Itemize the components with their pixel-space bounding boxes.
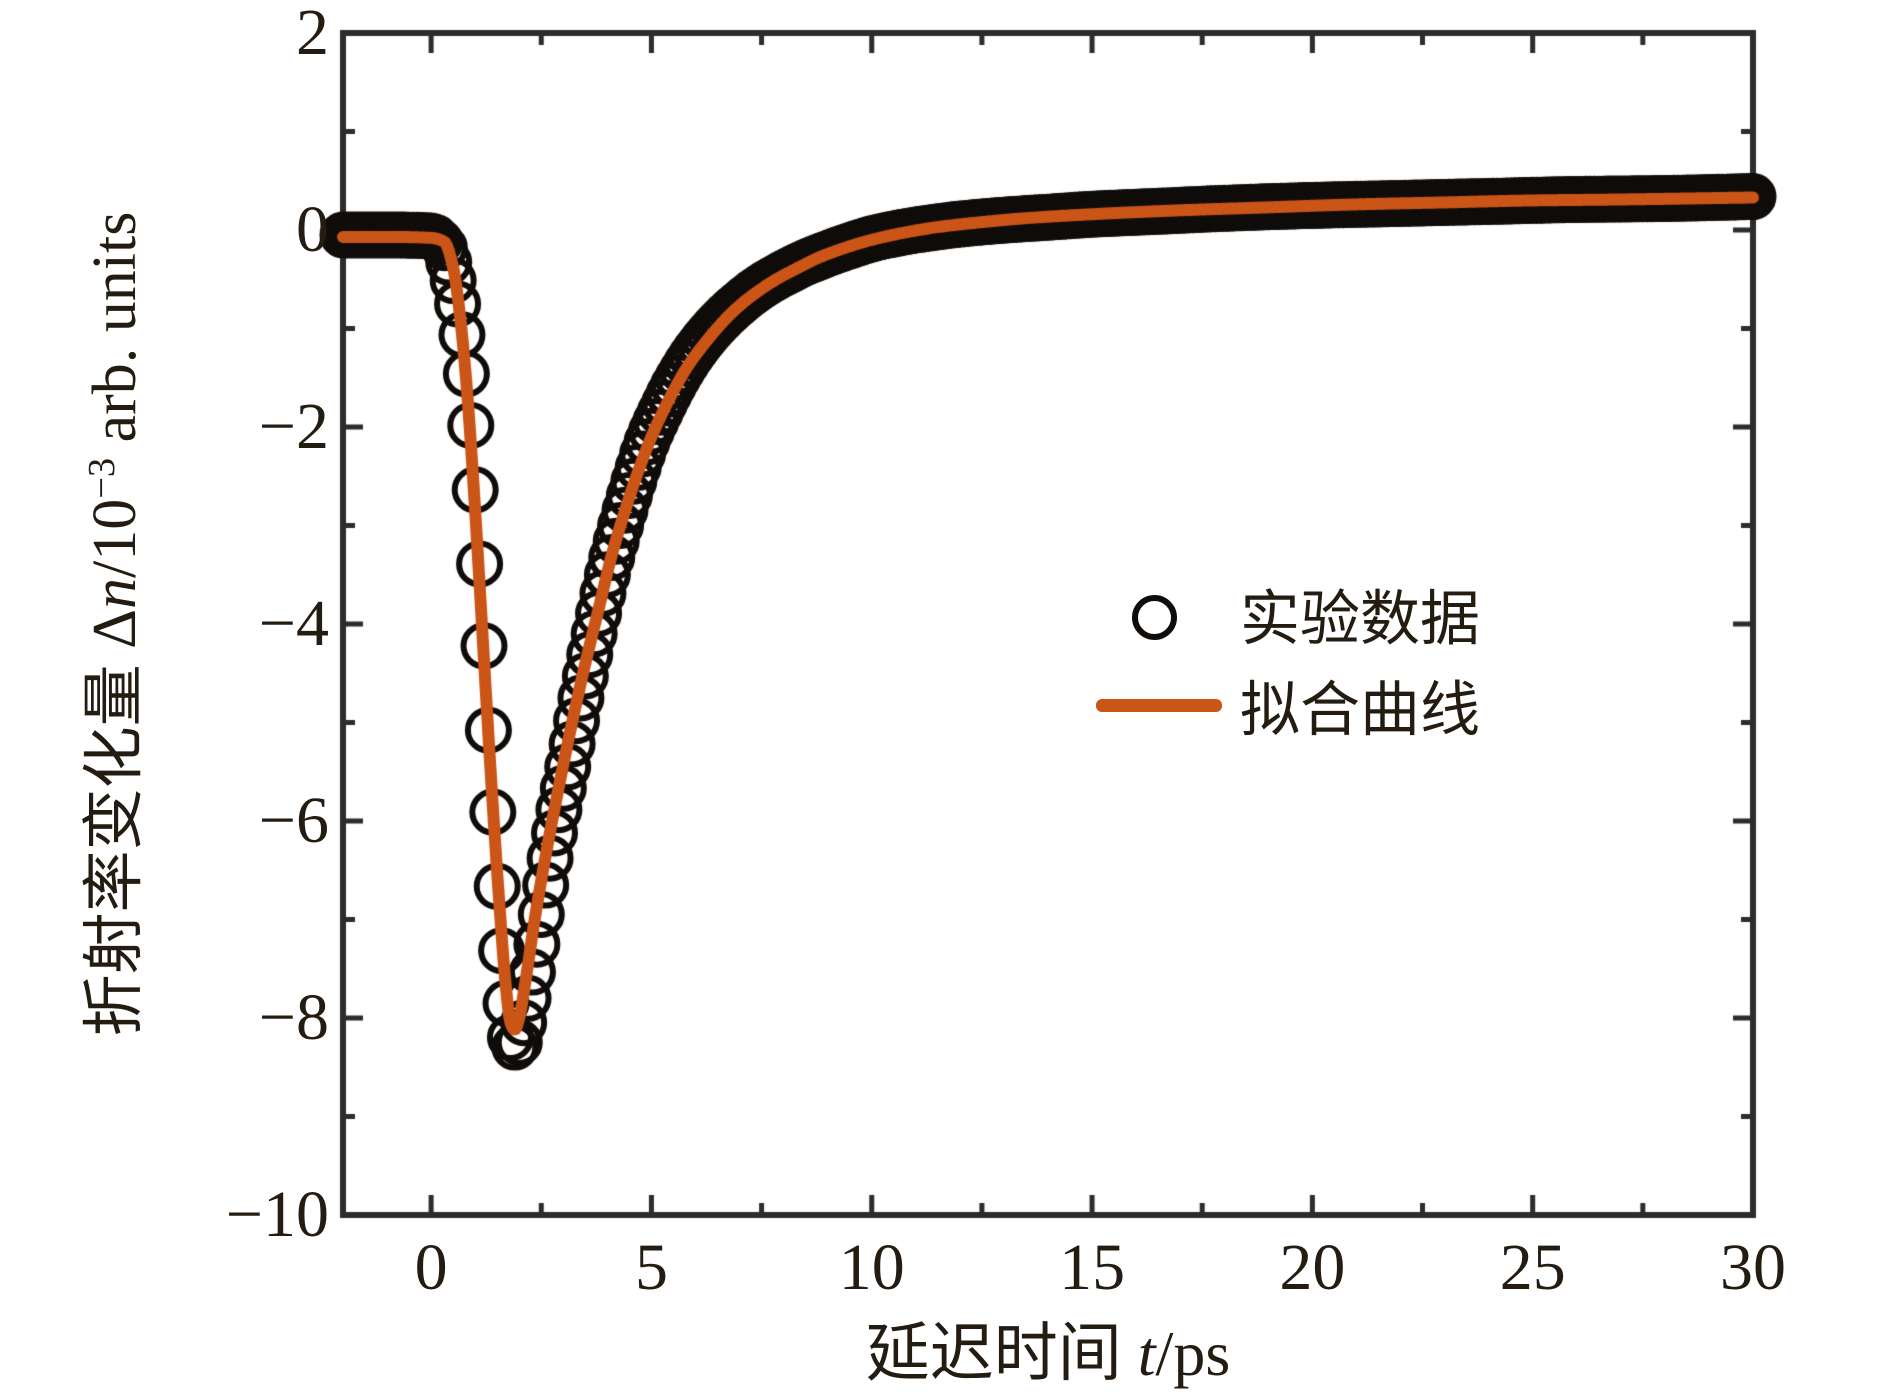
y-axis-label: 折射率变化量 Δn/10−3 arb. units xyxy=(63,212,153,1037)
x-tick-label: 0 xyxy=(414,1231,448,1304)
y-tick-label: −6 xyxy=(258,784,329,857)
y-axis-label-scale: /10 xyxy=(81,498,149,578)
y-axis-label-variable: n xyxy=(81,578,149,609)
x-axis-label: 延迟时间 t/ps xyxy=(866,1302,1230,1394)
x-tick-label: 15 xyxy=(1059,1231,1126,1304)
y-tick-label: −4 xyxy=(258,587,329,660)
x-axis-label-text: 延迟时间 xyxy=(865,1318,1138,1389)
y-tick-label: −2 xyxy=(258,390,329,463)
x-tick-label: 5 xyxy=(634,1231,668,1304)
x-axis-label-variable: t xyxy=(1137,1318,1156,1389)
y-axis-label-text: 折射率变化量 Δ xyxy=(81,609,149,1037)
x-tick-label: 30 xyxy=(1720,1231,1786,1304)
y-tick-label: −10 xyxy=(225,1178,329,1251)
y-tick-label: −8 xyxy=(258,981,329,1054)
y-axis-label-unit: arb. units xyxy=(81,211,149,458)
y-tick-label: 2 xyxy=(296,0,329,69)
x-axis-label-unit: /ps xyxy=(1155,1318,1231,1389)
y-tick-label: 0 xyxy=(296,193,329,266)
x-tick-label: 25 xyxy=(1499,1231,1566,1304)
y-axis-label-exponent: −3 xyxy=(80,457,123,499)
x-tick-label: 10 xyxy=(838,1231,905,1304)
x-tick-label: 20 xyxy=(1279,1231,1346,1304)
